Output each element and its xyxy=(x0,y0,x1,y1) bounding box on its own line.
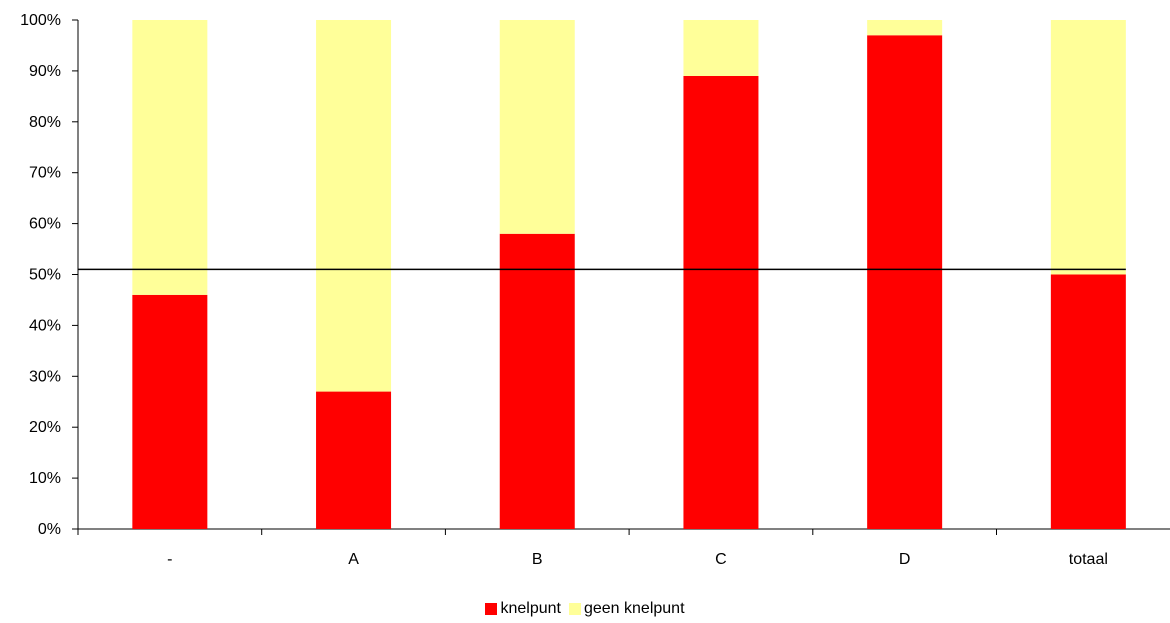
y-tick-label: 10% xyxy=(29,470,61,487)
y-tick-label: 60% xyxy=(29,216,61,233)
legend: knelpunt geen knelpunt xyxy=(0,597,1170,621)
bar-geen-knelpunt xyxy=(683,20,759,76)
bar-geen-knelpunt xyxy=(1050,20,1126,275)
legend-label: geen knelpunt xyxy=(583,600,685,617)
y-tick-label: 100% xyxy=(20,12,61,29)
y-tick-label: 70% xyxy=(29,165,61,182)
y-tick-label: 50% xyxy=(29,267,61,284)
x-tick-label: C xyxy=(715,551,727,568)
y-tick-label: 0% xyxy=(38,521,61,538)
y-tick-label: 30% xyxy=(29,368,61,385)
x-tick-label: totaal xyxy=(1069,551,1108,568)
x-tick-label: B xyxy=(532,551,543,568)
bar-knelpunt xyxy=(683,75,759,530)
y-tick-label: 90% xyxy=(29,63,61,80)
bar-geen-knelpunt xyxy=(132,20,208,295)
bar-knelpunt xyxy=(499,233,575,529)
legend-swatch xyxy=(485,603,498,615)
y-tick-label: 40% xyxy=(29,317,61,334)
legend-swatch xyxy=(568,603,581,615)
bar-geen-knelpunt xyxy=(499,20,575,234)
y-tick-label: 80% xyxy=(29,114,61,131)
bar-knelpunt xyxy=(132,294,208,529)
legend-item: knelpunt xyxy=(485,600,561,618)
bar-knelpunt xyxy=(867,35,943,530)
bar-knelpunt xyxy=(316,391,392,529)
y-axis: 0% 10% 20% 30% 40% 50% 60% 70% 80% 90% 100% xyxy=(20,12,79,538)
bar-geen-knelpunt xyxy=(316,20,392,392)
bars xyxy=(132,20,1126,530)
x-tick-label: D xyxy=(899,551,911,568)
bar-knelpunt xyxy=(1050,274,1126,529)
x-tick-label: - xyxy=(167,551,172,568)
legend-item: geen knelpunt xyxy=(568,600,685,618)
bar-geen-knelpunt xyxy=(867,20,943,36)
legend-label: knelpunt xyxy=(500,600,561,617)
y-tick-label: 20% xyxy=(29,419,61,436)
x-tick-label: A xyxy=(348,551,359,568)
